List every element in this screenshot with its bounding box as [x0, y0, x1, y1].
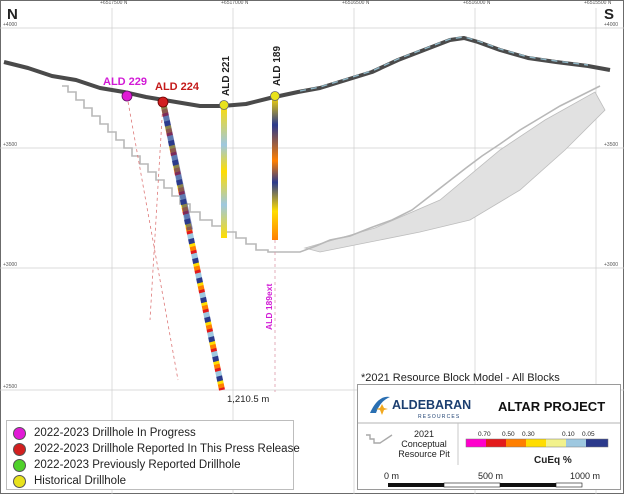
- resource-block-caption: *2021 Resource Block Model - All Blocks: [361, 372, 560, 384]
- pit-legend-label: 2021 Conceptual Resource Pit: [393, 429, 455, 459]
- scale-bar-segment-4: [555, 482, 583, 488]
- drillhole-legend: 2022-2023 Drillhole In Progress 2022-202…: [6, 420, 300, 490]
- ramp-swatch-7: [586, 439, 608, 447]
- ramp-swatch-1: [466, 439, 486, 447]
- pit-symbol-icon: [366, 434, 393, 444]
- scale-bar-segment-1: [388, 483, 444, 487]
- magenta-dot-icon: [13, 426, 26, 440]
- elev-label-left-2: +3500: [3, 142, 17, 148]
- yellow-dot-icon: [13, 474, 26, 488]
- legend-label: 2022-2023 Drillhole Reported In This Pre…: [34, 443, 300, 455]
- ramp-swatch-2: [486, 439, 506, 447]
- grade-tick-0.30: 0.30: [522, 431, 535, 438]
- ald-189-collar[interactable]: [270, 91, 280, 101]
- elev-label-right-3: +3000: [604, 262, 618, 268]
- logo-company-sub: RESOURCES: [418, 414, 460, 420]
- ramp-swatch-3: [506, 439, 526, 447]
- ald-221-collar[interactable]: [219, 100, 229, 110]
- ald-221-trace: [221, 105, 227, 238]
- green-dot-icon: [13, 458, 26, 472]
- legend-item-reported: 2022-2023 Drillhole Reported In This Pre…: [13, 441, 300, 457]
- ramp-swatch-5: [546, 439, 566, 447]
- title-block: ALDEBARAN RESOURCES ALTAR PROJECT 0.70 0…: [357, 384, 621, 490]
- easting-label-3: +6516500 N: [342, 0, 370, 6]
- project-title: ALTAR PROJECT: [498, 399, 606, 414]
- topography-highlight: [299, 36, 589, 92]
- ald-224-label: ALD 224: [155, 81, 200, 93]
- logo-mark: [370, 396, 390, 413]
- easting-label-4: +6516000 N: [463, 0, 491, 6]
- south-label: S: [604, 6, 615, 23]
- logo-star: [376, 404, 388, 415]
- grade-tick-0.50: 0.50: [502, 431, 515, 438]
- elev-label-left-1: +4000: [3, 22, 17, 28]
- ald-189ext-label: ALD 189ext: [264, 284, 274, 330]
- elev-label-right-2: +3500: [604, 142, 618, 148]
- ald-189-trace: [272, 96, 278, 240]
- topography-surface: [3, 36, 611, 108]
- ald-224-collar[interactable]: [157, 96, 169, 108]
- ramp-frame: [465, 438, 609, 448]
- red-dot-icon: [13, 442, 26, 456]
- pit-year: 2021: [413, 429, 435, 439]
- legend-item-historical: Historical Drillhole: [13, 473, 126, 489]
- grade-tick-0.70: 0.70: [478, 431, 491, 438]
- legend-label: 2022-2023 Previously Reported Drillhole: [34, 459, 241, 471]
- grade-tick-0.05: 0.05: [582, 431, 595, 438]
- elev-label-left-4: +2500: [3, 384, 17, 390]
- scale-label-1000: 1000 m: [570, 471, 601, 481]
- ramp-swatch-4: [526, 439, 546, 447]
- ald-229-collar[interactable]: [121, 90, 133, 102]
- ald-229-planned-trace: [126, 95, 179, 381]
- grade-tick-0.10: 0.10: [562, 431, 575, 438]
- ald-189-label: ALD 189: [272, 46, 283, 86]
- legend-label: Historical Drillhole: [34, 475, 127, 487]
- pit-label-text: Conceptual Resource Pit: [398, 439, 450, 459]
- elev-label-right-1: +4000: [604, 22, 618, 28]
- easting-label-1: +6517500 N: [100, 0, 128, 6]
- depth-label: 1,210.5 m: [227, 394, 269, 405]
- ald-221-label: ALD 221: [221, 56, 232, 96]
- scale-bar-segment-3: [500, 483, 556, 487]
- ramp-swatch-6: [566, 439, 586, 447]
- legend-item-previously-reported: 2022-2023 Previously Reported Drillhole: [13, 457, 240, 473]
- logo-company: ALDEBARAN: [392, 398, 471, 412]
- conceptual-pit-outline: [62, 85, 601, 253]
- easting-label-5: +6515500 N: [584, 0, 612, 6]
- ald-224-planned-trace: [149, 101, 164, 321]
- scale-bar-segment-2: [443, 482, 501, 488]
- elev-label-left-3: +3000: [3, 262, 17, 268]
- scale-label-0: 0 m: [384, 471, 400, 481]
- easting-label-2: +6517000 N: [221, 0, 249, 6]
- legend-label: 2022-2023 Drillhole In Progress: [34, 427, 196, 439]
- ald-229-label: ALD 229: [103, 76, 147, 88]
- aldebaran-logo: ALDEBARAN RESOURCES: [370, 396, 471, 420]
- grade-unit-label: CuEq %: [534, 455, 572, 466]
- ald-224-trace-overlay: [160, 101, 193, 231]
- scale-label-500: 500 m: [478, 471, 504, 481]
- north-label: N: [7, 6, 18, 23]
- title-block-graphics: 0.70 0.50 0.30 0.10 0.05: [358, 422, 620, 488]
- resource-shell: [303, 91, 606, 253]
- legend-item-in-progress: 2022-2023 Drillhole In Progress: [13, 425, 196, 441]
